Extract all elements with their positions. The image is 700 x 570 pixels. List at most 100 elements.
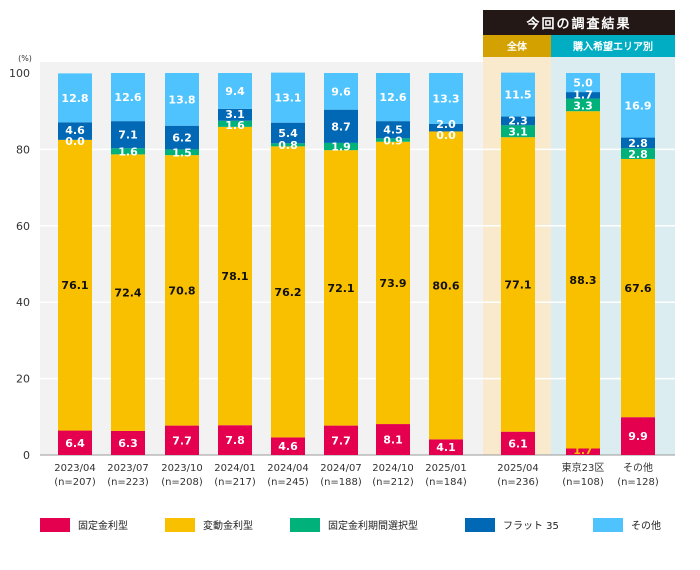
- y-tick-label: 0: [23, 449, 30, 462]
- bar-segment: [218, 425, 252, 455]
- data-label: 13.1: [274, 92, 301, 105]
- bar-segment: [501, 431, 535, 455]
- data-label: 78.1: [221, 270, 248, 283]
- bar-segment: [324, 109, 358, 143]
- bar-segment: [271, 72, 305, 123]
- bar-segment: [566, 111, 600, 449]
- bar-segment: [218, 120, 252, 127]
- data-label: 1.5: [172, 146, 192, 159]
- bar-segment: [376, 138, 410, 142]
- bar-segment: [165, 73, 199, 126]
- bar-segment: [218, 126, 252, 426]
- bar-segment: [566, 73, 600, 93]
- x-tick-label: 2023/07: [107, 463, 149, 474]
- bar-segment: [566, 448, 600, 455]
- bar-segment: [111, 148, 145, 155]
- data-label: 67.6: [624, 282, 651, 295]
- data-label: 1.7: [573, 444, 593, 457]
- data-label: 2.0: [436, 118, 456, 131]
- bar-segment: [621, 158, 655, 418]
- bar-segment: [111, 121, 145, 149]
- x-tick-n: (n=212): [372, 477, 414, 488]
- legend-swatch: [40, 518, 70, 532]
- bar-segment: [501, 125, 535, 138]
- y-tick-label: 80: [16, 143, 30, 156]
- data-label: 13.8: [168, 93, 195, 106]
- bar-segment: [271, 122, 305, 144]
- legend-label: 固定金利型: [78, 519, 128, 532]
- data-label: 3.3: [573, 100, 593, 113]
- bar-segment: [429, 131, 463, 440]
- bar-segment: [501, 72, 535, 117]
- bar-segment: [271, 437, 305, 455]
- x-tick-label: 2023/04: [54, 463, 96, 474]
- bar-segment: [376, 73, 410, 122]
- data-label: 8.1: [383, 434, 403, 447]
- data-label: 4.6: [278, 440, 298, 453]
- bar-segment: [165, 425, 199, 455]
- bar-segment: [621, 73, 655, 138]
- x-tick-n: (n=207): [54, 477, 96, 488]
- x-tick-label: その他: [623, 461, 653, 474]
- data-label: 11.5: [504, 89, 531, 102]
- bar-segment: [429, 123, 463, 132]
- bar-segment: [58, 139, 92, 431]
- data-label: 1.6: [118, 145, 138, 158]
- bar-segment: [429, 439, 463, 455]
- data-label: 2.8: [628, 148, 648, 161]
- data-label: 3.1: [225, 108, 245, 121]
- data-label: 7.7: [331, 434, 351, 447]
- x-tick-label: 2025/01: [425, 463, 467, 474]
- bar-segment: [271, 143, 305, 147]
- bar-segment: [501, 116, 535, 126]
- data-label: 70.8: [168, 284, 195, 297]
- data-label: 2.3: [508, 115, 528, 128]
- data-label: 3.1: [508, 126, 528, 139]
- bar-segment: [324, 142, 358, 151]
- bar-segment: [621, 148, 655, 159]
- x-tick-label: 2023/10: [161, 463, 203, 474]
- bar-segment: [324, 73, 358, 110]
- bar-segment: [621, 137, 655, 149]
- y-unit-label: (%): [18, 54, 32, 63]
- bar-segment: [376, 424, 410, 455]
- bar-segment: [376, 141, 410, 425]
- data-label: 5.4: [278, 127, 298, 140]
- y-tick-label: 100: [9, 67, 30, 80]
- data-label: 76.1: [61, 279, 88, 292]
- data-label: 1.6: [225, 119, 245, 132]
- legend-swatch: [290, 518, 320, 532]
- data-label: 0.0: [65, 135, 85, 148]
- x-tick-n: (n=128): [617, 477, 659, 488]
- bar-segment: [566, 92, 600, 99]
- bar-segment: [501, 137, 535, 432]
- x-tick-n: (n=108): [562, 477, 604, 488]
- data-label: 77.1: [504, 278, 531, 291]
- data-label: 80.6: [432, 279, 459, 292]
- bar-segment: [376, 121, 410, 139]
- data-label: 9.9: [628, 430, 648, 443]
- data-label: 72.4: [114, 287, 141, 300]
- legend-swatch: [465, 518, 495, 532]
- x-tick-n: (n=217): [214, 477, 256, 488]
- y-tick-label: 20: [16, 373, 30, 386]
- legend-label: 変動金利型: [203, 519, 253, 532]
- data-label: 5.0: [573, 77, 593, 90]
- legend-label: その他: [631, 519, 661, 532]
- area-header: [551, 35, 675, 57]
- bar-segment: [111, 430, 145, 455]
- y-tick-label: 60: [16, 220, 30, 233]
- data-label: 7.1: [118, 129, 138, 142]
- data-label: 73.9: [379, 277, 406, 290]
- x-tick-label: 2024/01: [214, 463, 256, 474]
- x-tick-n: (n=188): [320, 477, 362, 488]
- data-label: 2.8: [628, 137, 648, 150]
- header-title: 今回の調査結果: [525, 16, 631, 32]
- data-label: 88.3: [569, 274, 596, 287]
- data-label: 12.6: [114, 91, 141, 104]
- data-label: 16.9: [624, 99, 651, 112]
- header-title-bar: [483, 10, 675, 35]
- data-label: 0.8: [278, 139, 298, 152]
- legend-label: フラット 35: [503, 520, 559, 532]
- bar-segment: [429, 73, 463, 124]
